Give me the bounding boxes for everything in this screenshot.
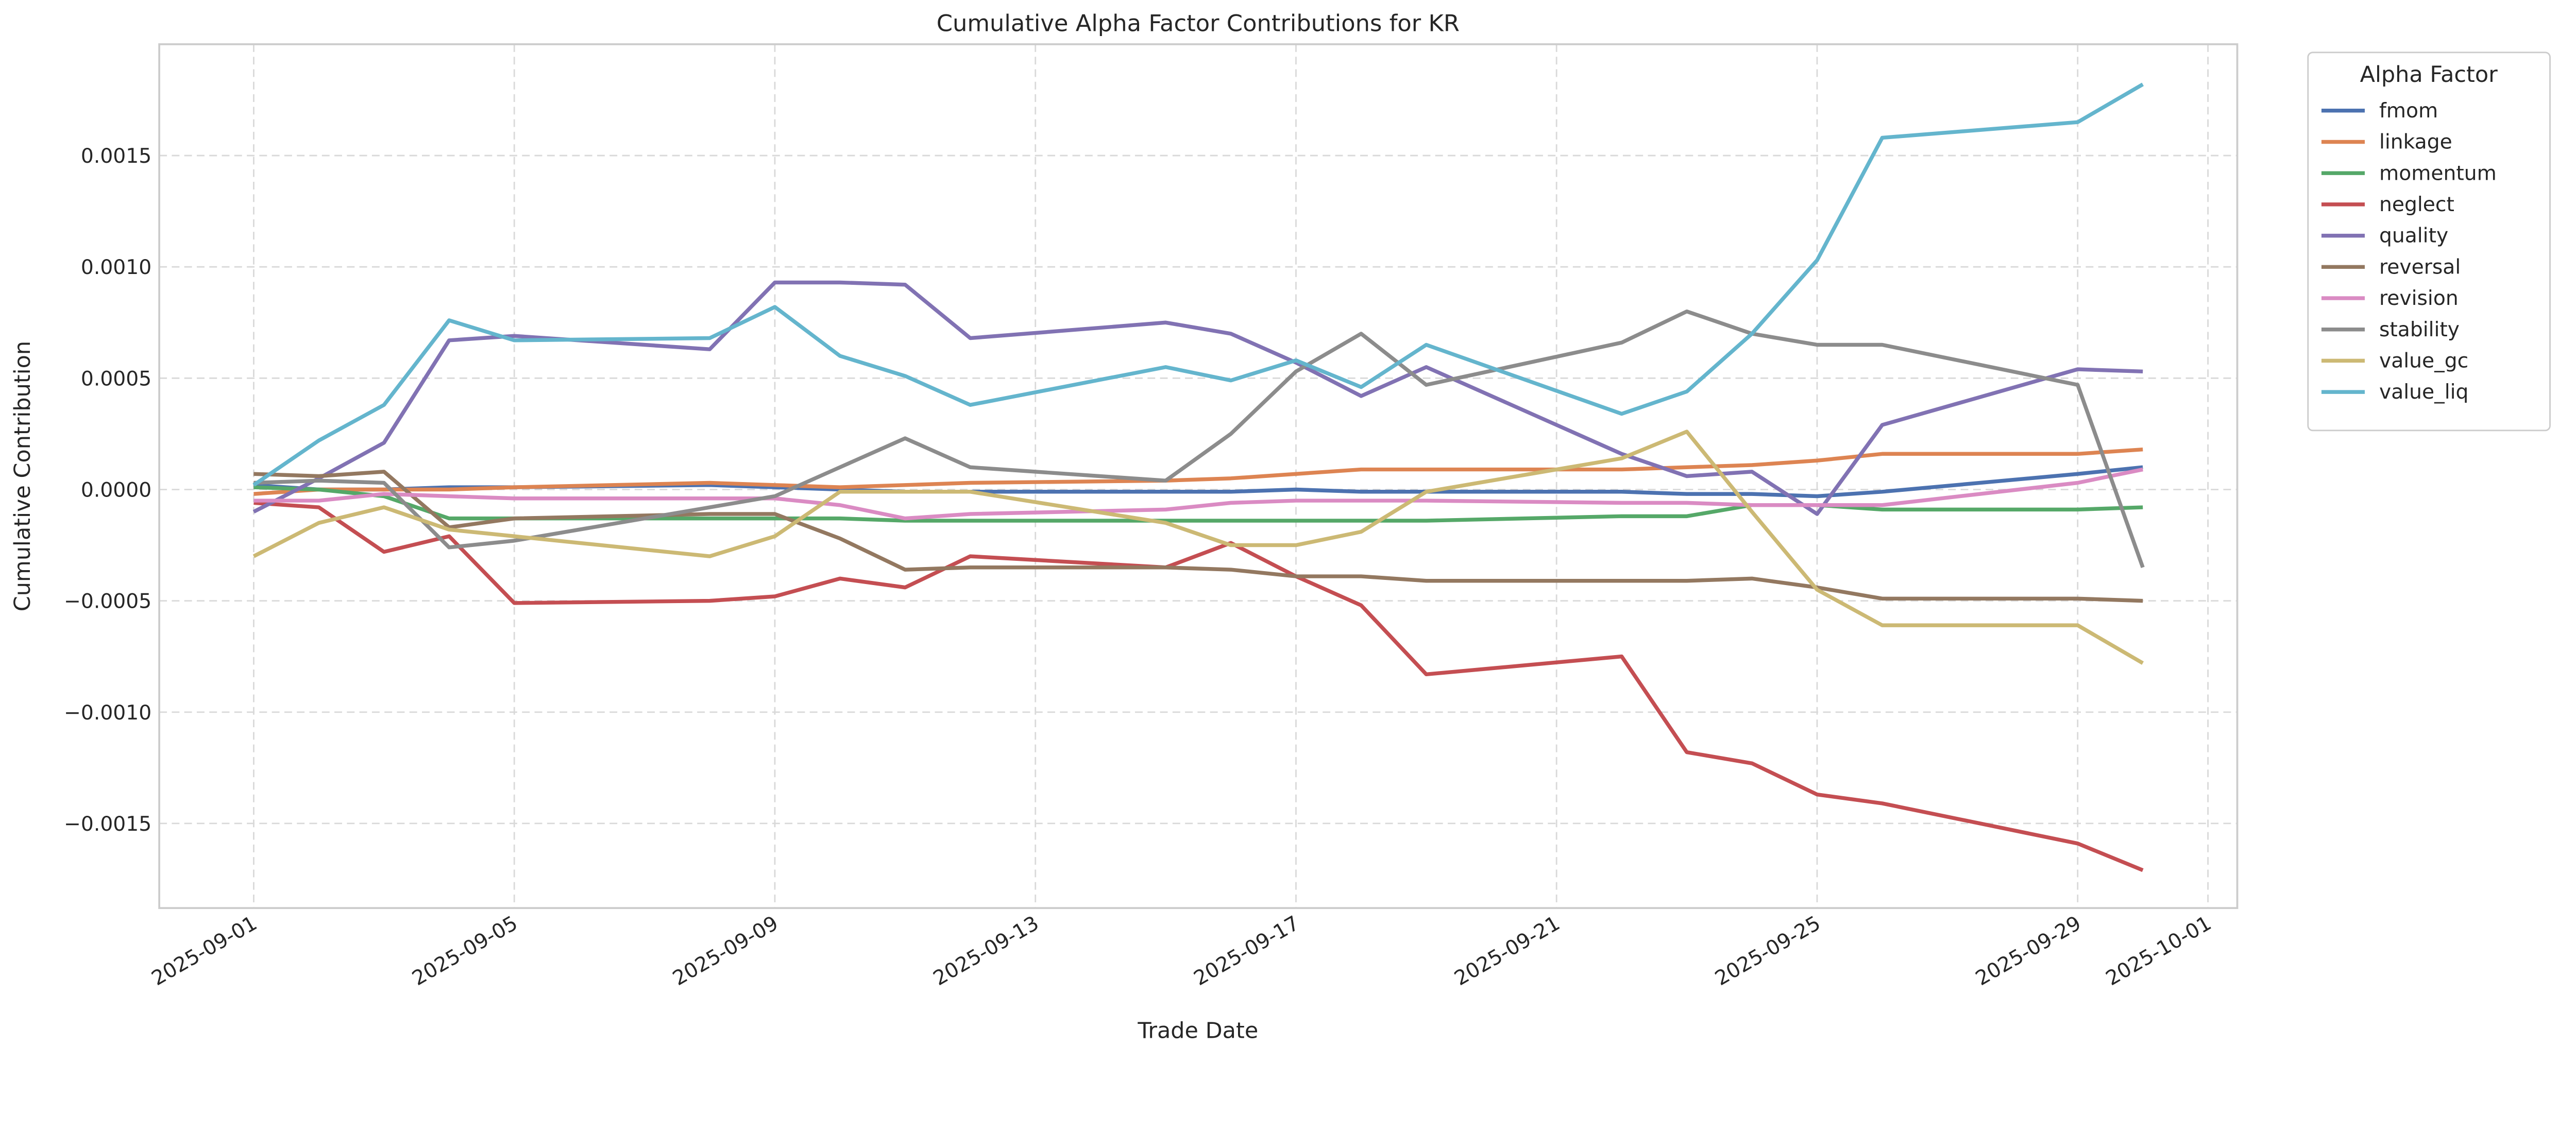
y-tick-label: 0.0005 xyxy=(81,367,151,390)
series-line-value_liq xyxy=(252,82,2144,487)
line-chart: Cumulative Alpha Factor Contributions fo… xyxy=(10,10,2551,1043)
plot-frame xyxy=(158,43,2239,910)
legend-label-neglect: neglect xyxy=(2379,193,2454,216)
y-tick-label: −0.0010 xyxy=(64,701,151,725)
x-axis-label: Trade Date xyxy=(1137,1018,1258,1043)
legend-label-value_liq: value_liq xyxy=(2379,381,2468,404)
x-tick-label: 2025-09-17 xyxy=(1190,912,1303,990)
x-tick-label: 2025-09-13 xyxy=(929,912,1043,990)
y-tick-label: −0.0015 xyxy=(64,813,151,836)
series-line-revision xyxy=(253,467,2143,521)
legend-label-stability: stability xyxy=(2379,318,2460,341)
y-tick-label: −0.0005 xyxy=(64,590,151,613)
x-tick-label: 2025-09-21 xyxy=(1451,912,1564,990)
series-line-reversal xyxy=(253,470,2143,603)
y-axis-label: Cumulative Contribution xyxy=(10,341,36,611)
legend-label-fmom: fmom xyxy=(2379,99,2438,123)
y-tick-label: 0.0010 xyxy=(81,256,151,279)
series-line-stability xyxy=(253,309,2145,569)
legend-label-momentum: momentum xyxy=(2379,162,2497,185)
y-tick-label: 0.0015 xyxy=(81,145,151,168)
y-tick-label: 0.0000 xyxy=(81,478,151,502)
series-lines xyxy=(252,82,2145,872)
legend-label-revision: revision xyxy=(2379,287,2459,310)
series-line-linkage xyxy=(253,447,2143,496)
legend-label-quality: quality xyxy=(2379,225,2448,248)
x-tick-label: 2025-09-29 xyxy=(1972,912,2085,990)
grid xyxy=(159,44,2238,908)
legend-label-linkage: linkage xyxy=(2379,131,2452,154)
series-line-fmom xyxy=(253,465,2143,499)
x-tick-label: 2025-09-05 xyxy=(409,912,522,990)
legend-label-reversal: reversal xyxy=(2379,255,2461,279)
chart-title: Cumulative Alpha Factor Contributions fo… xyxy=(937,10,1460,37)
y-axis-ticks: −0.0015 −0.0010 −0.0005 0.0000 0.0005 0.0010 0… xyxy=(64,145,151,836)
x-tick-label: 2025-09-25 xyxy=(1711,912,1824,990)
series-line-neglect xyxy=(253,501,2144,872)
x-tick-label: 2025-09-09 xyxy=(669,912,782,990)
x-tick-label: 2025-09-01 xyxy=(148,912,261,990)
x-tick-label: 2025-10-01 xyxy=(2102,912,2215,990)
series-line-value_gc xyxy=(252,430,2144,665)
legend: Alpha Factor fmom linkage momentum neglect q… xyxy=(2307,52,2551,432)
legend-label-value_gc: value_gc xyxy=(2379,349,2468,372)
legend-title: Alpha Factor xyxy=(2360,62,2498,88)
series-line-quality xyxy=(252,280,2143,516)
legend-frame xyxy=(2307,52,2551,432)
x-axis-ticks: 2025-09-01 2025-09-05 2025-09-09 2025-09-13… xyxy=(148,912,2215,990)
